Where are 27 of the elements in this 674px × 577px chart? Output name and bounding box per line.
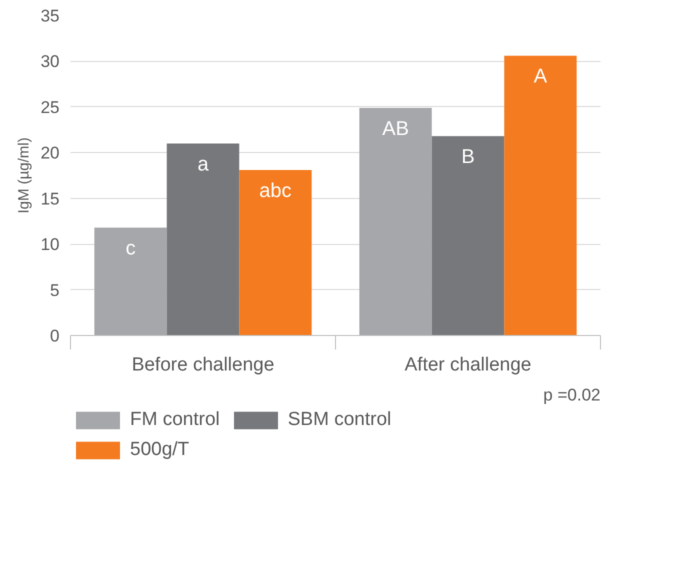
y-tick-label: 5 — [50, 280, 60, 300]
y-tick-label: 30 — [40, 52, 60, 72]
y-tick-label: 15 — [40, 189, 60, 208]
bar — [166, 144, 240, 336]
data-label: c — [126, 238, 136, 260]
bar — [359, 108, 432, 336]
bar — [239, 170, 312, 336]
y-tick-label: 0 — [50, 326, 60, 346]
legend-label: 500g/T — [130, 439, 190, 461]
x-tick-label: Before challenge — [132, 354, 274, 376]
legend-label: FM control — [130, 409, 220, 431]
data-label: abc — [259, 180, 292, 202]
y-tick-label: 25 — [40, 98, 60, 117]
y-tick-label: 10 — [40, 235, 60, 254]
text: p =0.02 — [543, 386, 601, 404]
bar — [504, 56, 577, 336]
data-label: a — [197, 154, 210, 176]
data-label: A — [534, 66, 548, 88]
bar — [432, 136, 504, 336]
y-tick-label: 20 — [40, 144, 60, 163]
y-tick-label: 35 — [40, 6, 60, 26]
y-axis-title: IgM (µg/ml) — [16, 137, 33, 214]
x-tick-label: After challenge — [404, 354, 532, 376]
data-label: AB — [382, 118, 409, 140]
legend-label: SBM control — [288, 409, 392, 431]
data-label: B — [461, 146, 475, 168]
bar — [94, 228, 167, 336]
